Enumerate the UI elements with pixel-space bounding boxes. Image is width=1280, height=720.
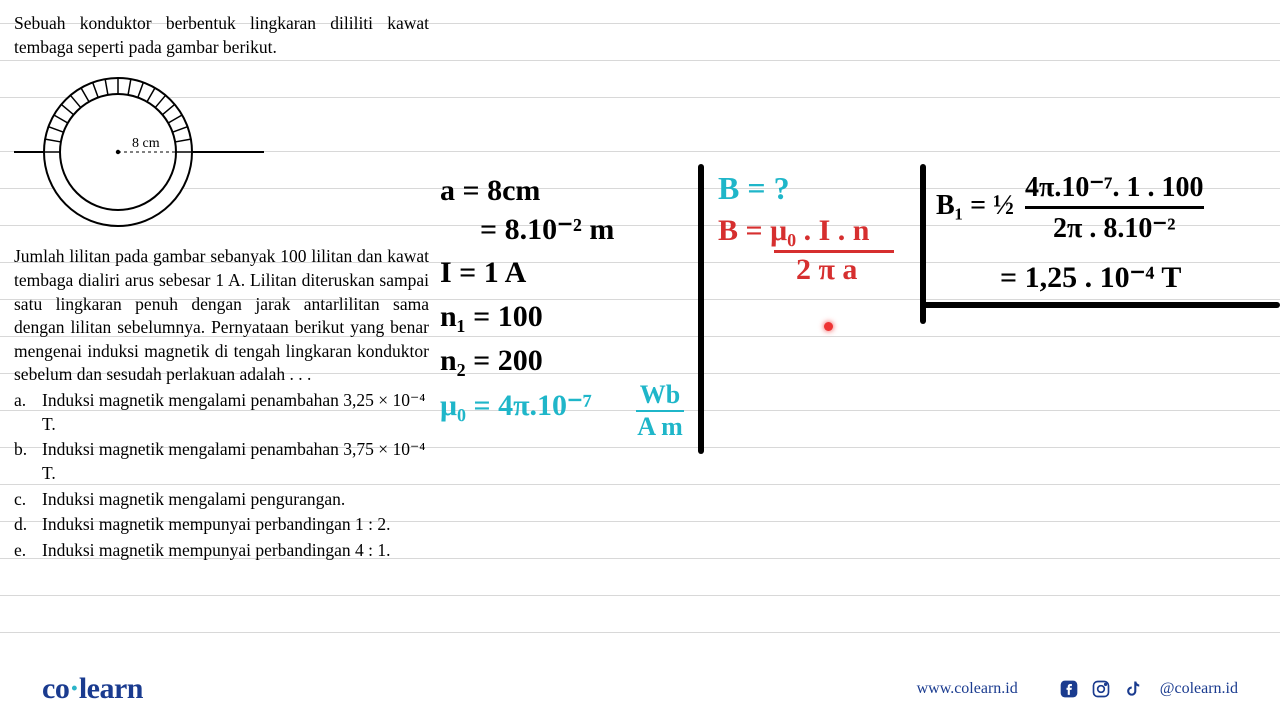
hw-B1-result: = 1,25 . 10⁻⁴ T xyxy=(1000,260,1181,295)
instagram-icon[interactable] xyxy=(1090,678,1112,700)
hw-B-bot: 2 π a xyxy=(796,253,894,287)
hw-B1: B₁ = ½ 4π.10⁻⁷. 1 . 100 2π . 8.10⁻² xyxy=(936,170,1204,245)
question-body: Jumlah lilitan pada gambar sebanyak 100 … xyxy=(14,245,429,387)
option-a: a.Induksi magnetik mengalami penambahan … xyxy=(14,389,429,436)
hw-B1-lhs: B₁ = xyxy=(936,190,993,221)
brand-logo: co·learn xyxy=(42,672,143,706)
hw-n2: n₂ = 200 xyxy=(440,344,543,378)
hw-mu: μ₀ = 4π.10⁻⁷ xyxy=(440,388,592,423)
logo-co: co xyxy=(42,672,69,705)
divider-2 xyxy=(920,164,926,324)
logo-dot-icon: · xyxy=(69,672,79,705)
tiktok-icon[interactable] xyxy=(1122,678,1144,700)
underline-result xyxy=(920,302,1280,308)
social-icons: @colearn.id xyxy=(1058,678,1238,700)
hw-I: I = 1 A xyxy=(440,256,526,290)
hw-Bq: B = ? xyxy=(718,170,790,207)
hw-B-top: B = μ₀ . I . n xyxy=(718,214,869,247)
hw-mu-unit-bot: A m xyxy=(636,412,684,442)
hw-B1-half: ½ xyxy=(993,190,1014,221)
coil-diagram: 8 cm xyxy=(14,67,429,237)
coil-svg: 8 cm xyxy=(14,67,274,237)
hw-B1-top: 4π.10⁻⁷. 1 . 100 xyxy=(1025,172,1204,203)
hw-n1: n₁ = 100 xyxy=(440,300,543,334)
social-handle[interactable]: @colearn.id xyxy=(1160,680,1238,698)
logo-learn: learn xyxy=(79,672,143,705)
hw-B1-bot: 2π . 8.10⁻² xyxy=(1053,213,1176,244)
hw-mu-unit: Wb A m xyxy=(636,380,684,442)
divider-1 xyxy=(698,164,704,454)
radius-label: 8 cm xyxy=(132,136,160,151)
pointer-dot xyxy=(824,322,833,331)
options-list: a.Induksi magnetik mengalami penambahan … xyxy=(14,389,429,562)
footer-bar: co·learn www.colearn.id @colearn.id xyxy=(0,658,1280,720)
facebook-icon[interactable] xyxy=(1058,678,1080,700)
option-e: e.Induksi magnetik mempunyai perbandinga… xyxy=(14,539,429,563)
hw-mu-unit-top: Wb xyxy=(636,380,684,410)
question-panel: Sebuah konduktor berbentuk lingkaran dil… xyxy=(14,12,429,562)
option-b: b.Induksi magnetik mengalami penambahan … xyxy=(14,438,429,485)
site-url[interactable]: www.colearn.id xyxy=(917,680,1018,698)
hw-a-line1: a = 8cm xyxy=(440,174,540,208)
question-intro: Sebuah konduktor berbentuk lingkaran dil… xyxy=(14,12,429,59)
hw-Bform: B = μ₀ . I . n 2 π a xyxy=(718,214,894,287)
option-c: c.Induksi magnetik mengalami pengurangan… xyxy=(14,488,429,512)
hw-a-line2: = 8.10⁻² m xyxy=(480,212,614,247)
option-d: d.Induksi magnetik mempunyai perbandinga… xyxy=(14,513,429,537)
